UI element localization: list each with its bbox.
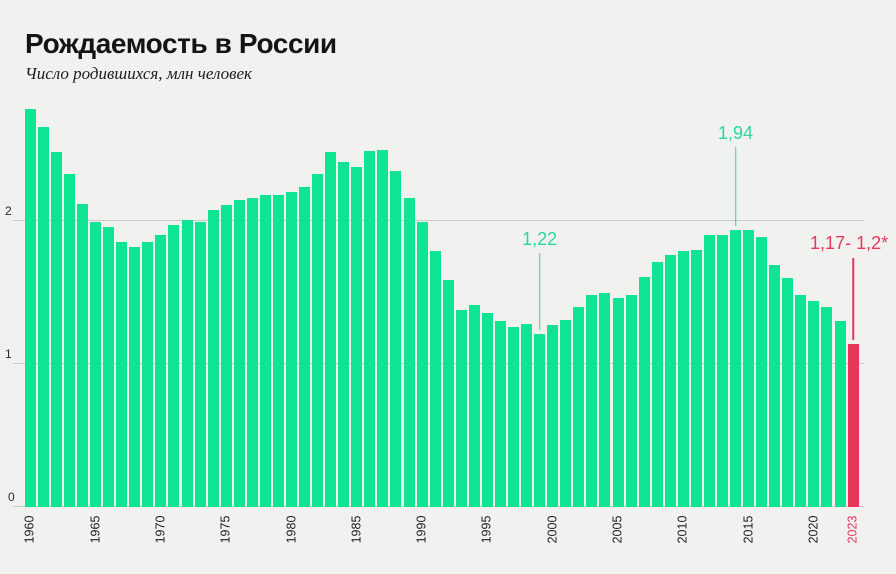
bar-1998 (521, 323, 533, 507)
x-axis-label-1995: 1995 (479, 515, 494, 544)
bar-1978 (259, 195, 271, 507)
bar-2003 (586, 295, 598, 507)
bar-2004 (599, 292, 611, 507)
bar-1965 (90, 222, 102, 507)
bar-1985 (351, 166, 363, 507)
bar-1972 (181, 219, 193, 507)
x-axis-label-1970: 1970 (153, 515, 168, 544)
y-axis-label-1: 1 (5, 347, 12, 361)
bar-2019 (795, 295, 807, 507)
bar-1960 (24, 109, 36, 507)
bar-1967 (116, 242, 128, 507)
bar-1973 (194, 222, 206, 507)
bar-2009 (664, 255, 676, 507)
x-axis-label-1960: 1960 (22, 515, 37, 544)
bar-1969 (142, 242, 154, 507)
bar-1968 (129, 246, 141, 507)
bar-2016 (756, 236, 768, 507)
bar-2011 (690, 249, 702, 507)
annotation-line-2014 (734, 147, 737, 226)
bar-1984 (338, 162, 350, 507)
annotation-label-2014: 1,94 (718, 123, 754, 143)
x-axis-label-2015: 2015 (741, 515, 756, 544)
bar-2010 (677, 251, 689, 507)
bar-1983 (325, 152, 337, 507)
bar-1989 (403, 198, 415, 507)
bar-2005 (612, 298, 624, 507)
bar-1971 (168, 225, 180, 507)
bar-2022 (834, 321, 846, 507)
bar-1987 (377, 149, 389, 507)
bar-2021 (821, 306, 833, 507)
y-axis-label-0: 0 (8, 490, 15, 504)
bar-2017 (769, 265, 781, 507)
bar-1966 (103, 226, 115, 507)
x-axis-label-1980: 1980 (284, 515, 298, 544)
bar-2020 (808, 301, 820, 507)
bar-1999 (534, 333, 546, 507)
gridline-2 (13, 220, 864, 221)
bar-2001 (560, 319, 572, 507)
annotation-line-2023 (852, 258, 854, 340)
bar-1962 (50, 152, 62, 507)
x-axis-label-1975: 1975 (218, 515, 233, 544)
bar-1974 (207, 209, 219, 507)
bar-2006 (625, 295, 637, 507)
bar-2002 (573, 306, 585, 507)
bar-1990 (416, 222, 428, 507)
x-axis-label-2010: 2010 (675, 515, 690, 544)
bar-2000 (547, 325, 559, 507)
bar-1977 (246, 198, 258, 507)
y-axis-label-2: 2 (5, 204, 12, 218)
bar-1976 (233, 199, 245, 507)
bar-1982 (312, 173, 324, 507)
chart-subtitle: Число родившихся, млн человек (25, 64, 252, 83)
x-axis-label-2020: 2020 (806, 515, 821, 544)
bar-1997 (508, 326, 520, 507)
bar-1980 (286, 192, 297, 507)
x-axis-label-2005: 2005 (610, 515, 625, 544)
annotation-line-1999 (538, 253, 541, 330)
bar-1963 (63, 173, 75, 507)
bar-1979 (272, 195, 284, 507)
x-axis-label-2000: 2000 (545, 515, 560, 544)
bar-1964 (77, 203, 89, 507)
bar-2014 (730, 229, 742, 507)
bar-1970 (155, 235, 167, 507)
annotation-label-1999: 1,22 (522, 229, 558, 249)
x-axis-label-1990: 1990 (414, 515, 429, 544)
chart-title: Рождаемость в России (25, 28, 337, 59)
bar-1988 (390, 170, 402, 507)
bar-1996 (494, 321, 506, 507)
bar-1993 (455, 309, 467, 507)
bar-2023 (847, 343, 859, 507)
bar-1981 (299, 186, 311, 507)
x-axis-label-1985: 1985 (349, 515, 364, 544)
x-axis-label-2023: 2023 (845, 515, 860, 544)
bar-1992 (442, 279, 454, 507)
annotation-label-2023: 1,17- 1,2* (810, 233, 889, 253)
bar-1975 (220, 205, 232, 507)
x-axis-label-1965: 1965 (88, 515, 103, 544)
bar-1994 (468, 305, 480, 507)
bar-1961 (37, 126, 49, 507)
bar-2018 (782, 278, 794, 507)
bar-2008 (651, 262, 663, 507)
bar-2007 (638, 276, 650, 507)
bar-2012 (703, 235, 715, 507)
bar-2013 (716, 235, 728, 507)
bar-1991 (429, 251, 441, 507)
bar-1986 (364, 150, 376, 507)
bar-2015 (743, 229, 755, 507)
bar-1995 (481, 312, 493, 507)
